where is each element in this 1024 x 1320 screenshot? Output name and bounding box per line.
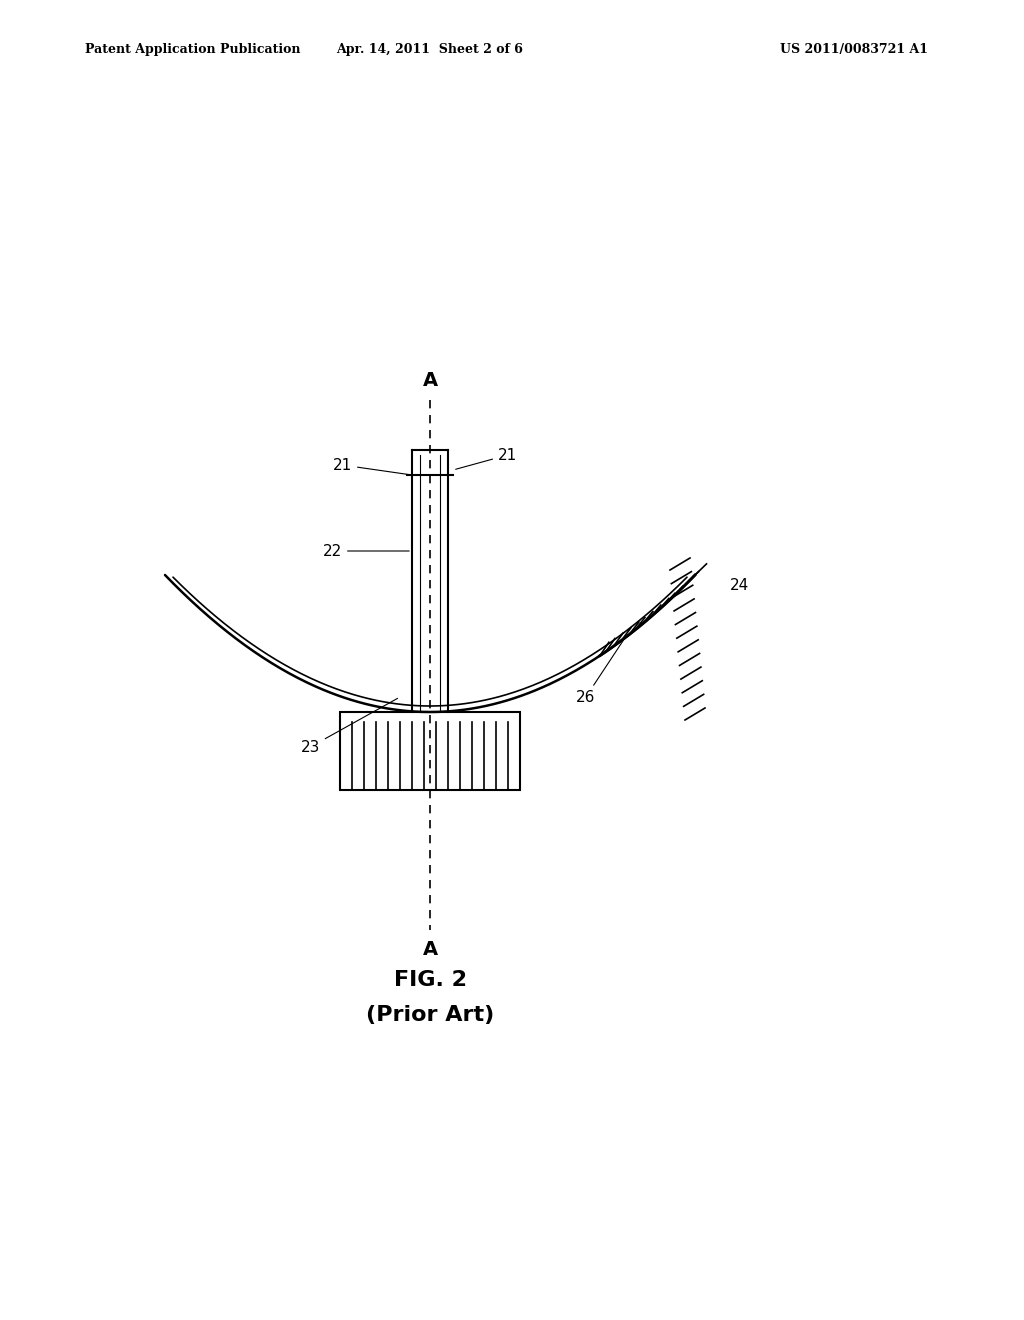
Text: (Prior Art): (Prior Art) (366, 1005, 495, 1026)
Text: FIG. 2: FIG. 2 (393, 970, 467, 990)
Text: 21: 21 (456, 447, 517, 470)
Text: Patent Application Publication: Patent Application Publication (85, 44, 300, 57)
Text: A: A (423, 371, 437, 389)
Text: 23: 23 (301, 698, 397, 755)
Text: Apr. 14, 2011  Sheet 2 of 6: Apr. 14, 2011 Sheet 2 of 6 (337, 44, 523, 57)
Text: 21: 21 (333, 458, 410, 475)
Text: 22: 22 (323, 544, 410, 558)
Bar (340, 711, 520, 789)
Text: US 2011/0083721 A1: US 2011/0083721 A1 (780, 44, 928, 57)
Text: 26: 26 (575, 640, 624, 705)
Text: A: A (423, 940, 437, 960)
Text: 24: 24 (730, 578, 750, 593)
